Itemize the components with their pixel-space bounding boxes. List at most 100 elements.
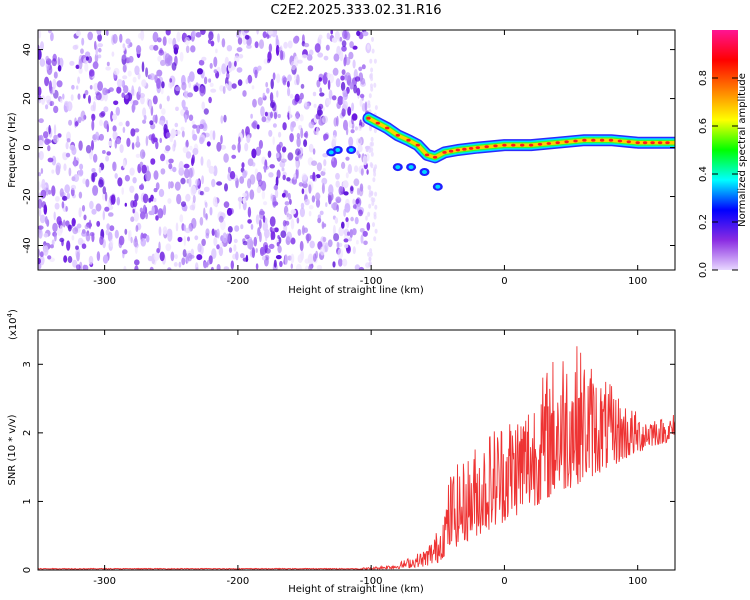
- noise-speckle: [358, 266, 365, 270]
- ridge-peak: [635, 141, 640, 145]
- noise-speckle: [257, 227, 261, 237]
- noise-speckle: [124, 202, 128, 207]
- noise-speckle: [223, 266, 230, 270]
- ridge-peak: [564, 140, 569, 144]
- noise-speckle: [331, 37, 338, 43]
- noise-speckle: [166, 95, 170, 102]
- noise-speckle: [324, 242, 329, 253]
- noise-speckle: [167, 198, 172, 204]
- noise-speckle: [201, 56, 207, 62]
- noise-speckle: [303, 139, 308, 148]
- noise-speckle: [296, 263, 302, 270]
- noise-speckle: [237, 37, 243, 45]
- y-tick-label: 3: [22, 361, 33, 367]
- noise-speckle: [356, 137, 362, 147]
- noise-speckle: [287, 74, 292, 82]
- noise-speckle: [366, 169, 369, 175]
- noise-speckle: [288, 111, 292, 119]
- noise-speckle: [374, 228, 378, 234]
- noise-speckle: [356, 187, 360, 196]
- noise-speckle: [256, 124, 260, 130]
- ridge-peak: [502, 143, 507, 147]
- noise-speckle: [71, 146, 77, 156]
- noise-speckle: [353, 178, 360, 187]
- noise-speckle: [211, 228, 215, 236]
- noise-speckle: [296, 217, 300, 224]
- noise-speckle: [77, 76, 81, 84]
- noise-speckle: [212, 130, 216, 141]
- noise-speckle: [161, 108, 166, 115]
- noise-speckle: [85, 56, 89, 61]
- noise-speckle: [370, 136, 374, 142]
- noise-speckle: [330, 30, 333, 35]
- noise-speckle: [145, 212, 149, 220]
- ridge-peak: [475, 146, 480, 150]
- noise-speckle: [249, 189, 255, 200]
- noise-speckle: [57, 228, 63, 236]
- noise-speckle: [128, 230, 131, 242]
- x-tick-label: 100: [628, 276, 647, 287]
- noise-speckle: [174, 122, 179, 128]
- noise-speckle: [307, 65, 314, 72]
- noise-speckle: [102, 192, 106, 201]
- noise-speckle: [220, 235, 225, 242]
- noise-speckle: [55, 162, 62, 171]
- colorbar-ticks: 0.0 0.2 0.4 0.6 0.8: [698, 70, 738, 278]
- noise-speckle: [130, 236, 133, 244]
- noise-speckle: [75, 245, 79, 250]
- noise-speckle: [193, 85, 199, 92]
- noise-speckle: [211, 248, 217, 260]
- ridge-peak: [462, 147, 467, 151]
- noise-speckle: [122, 43, 126, 48]
- ridge-peak: [528, 143, 534, 147]
- noise-speckle: [132, 177, 137, 184]
- noise-speckle: [265, 81, 269, 88]
- ridge-peak: [442, 151, 447, 154]
- noise-speckle: [38, 49, 42, 60]
- noise-speckle: [40, 189, 47, 199]
- noise-speckle: [322, 168, 326, 173]
- noise-speckle: [213, 69, 218, 74]
- noise-speckle: [299, 92, 304, 100]
- noise-speckle: [299, 114, 304, 122]
- noise-speckle: [175, 222, 179, 232]
- noise-speckle: [286, 80, 290, 88]
- noise-speckle: [158, 188, 165, 198]
- noise-speckle: [102, 150, 106, 154]
- noise-speckle: [316, 126, 319, 136]
- noise-speckle: [321, 221, 325, 229]
- noise-speckle: [231, 154, 237, 159]
- noise-speckle: [90, 172, 95, 182]
- noise-speckle: [97, 33, 102, 42]
- noise-speckle: [191, 30, 196, 38]
- noise-speckle: [207, 39, 212, 44]
- noise-speckle: [210, 266, 214, 270]
- noise-speckle: [293, 36, 299, 44]
- noise-speckle: [301, 173, 308, 181]
- noise-speckle: [132, 208, 135, 214]
- noise-speckle: [246, 134, 251, 144]
- noise-speckle: [356, 239, 359, 245]
- noise-speckle: [115, 106, 121, 116]
- noise-speckle: [283, 41, 288, 49]
- noise-speckle: [97, 43, 104, 48]
- noise-speckle: [139, 184, 144, 190]
- noise-speckle: [174, 181, 181, 191]
- noise-speckle: [94, 40, 97, 51]
- noise-speckle: [235, 251, 239, 261]
- noise-speckle: [373, 82, 377, 88]
- noise-speckle: [172, 166, 177, 173]
- noise-speckle: [322, 115, 328, 124]
- noise-speckle: [240, 253, 245, 259]
- noise-speckle: [110, 194, 116, 205]
- noise-speckle: [231, 144, 236, 151]
- noise-speckle: [340, 75, 345, 81]
- noise-speckle: [72, 44, 79, 50]
- noise-speckle: [272, 201, 279, 207]
- ridge-peak: [650, 141, 655, 145]
- noise-speckle: [341, 161, 346, 169]
- noise-speckle: [197, 68, 203, 75]
- noise-speckle: [96, 30, 102, 36]
- noise-speckle: [267, 150, 272, 158]
- noise-speckle: [151, 205, 155, 216]
